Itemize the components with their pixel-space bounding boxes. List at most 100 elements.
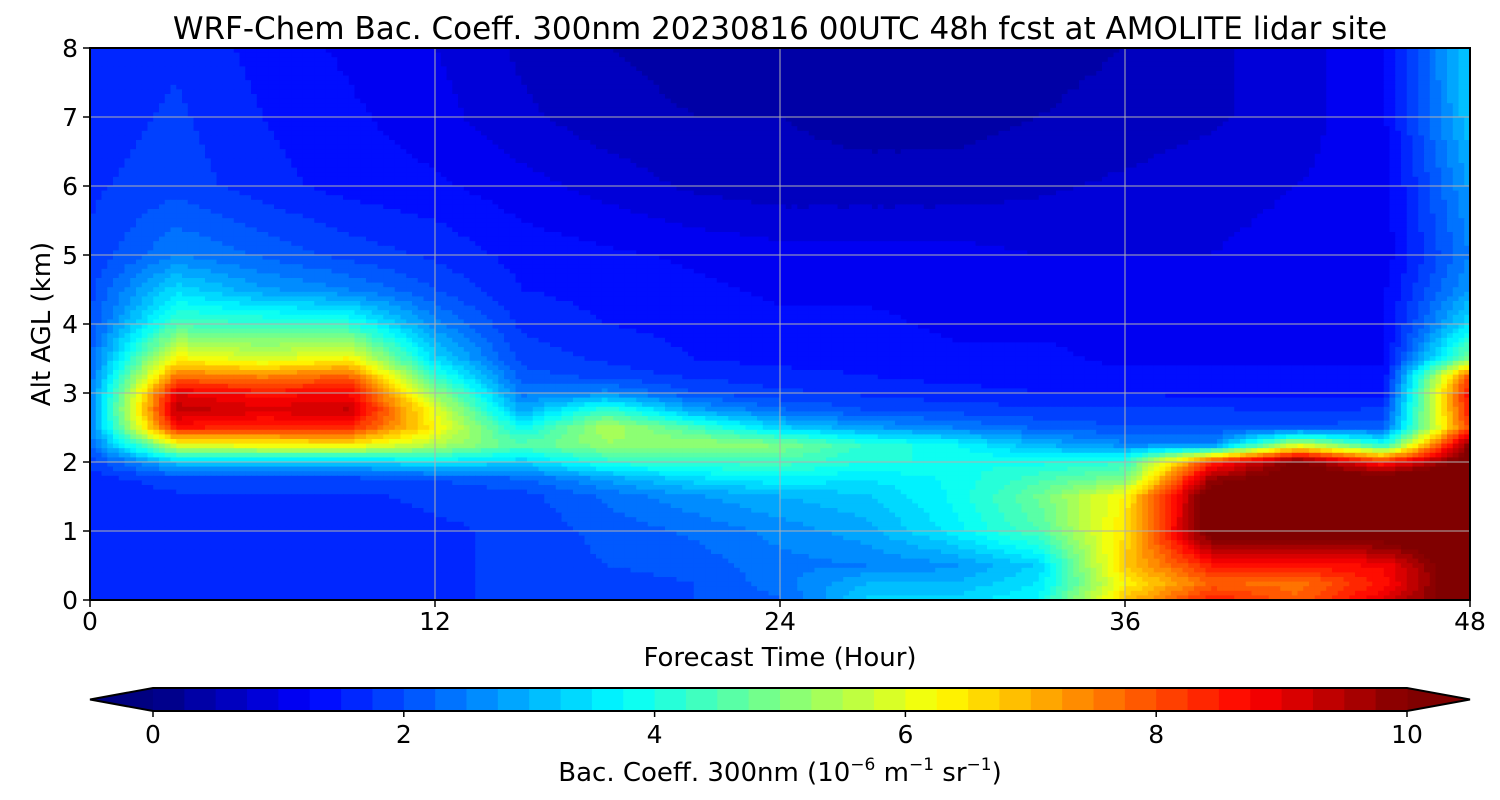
heatmap-cell (1441, 108, 1447, 113)
heatmap-cell (918, 94, 924, 99)
heatmap-cell (1240, 66, 1246, 71)
heatmap-cell (332, 57, 338, 62)
heatmap-cell (958, 99, 964, 104)
heatmap-cell (286, 62, 292, 67)
heatmap-cell (884, 94, 890, 99)
heatmap-cell (711, 94, 717, 99)
heatmap-cell (464, 71, 470, 76)
heatmap-cell (665, 53, 671, 58)
heatmap-cell (1223, 53, 1229, 58)
heatmap-cell (711, 85, 717, 90)
heatmap-cell (705, 76, 711, 81)
heatmap-cell (1303, 85, 1309, 90)
heatmap-cell (1085, 53, 1091, 58)
heatmap-cell (1326, 103, 1332, 108)
heatmap-cell (596, 71, 602, 76)
heatmap-cell (159, 99, 165, 104)
heatmap-cell (194, 85, 200, 90)
heatmap-cell (544, 103, 550, 108)
heatmap-cell (976, 126, 982, 131)
heatmap-cell (987, 140, 993, 145)
heatmap-cell (1217, 117, 1223, 122)
heatmap-cell (625, 103, 631, 108)
heatmap-cell (1292, 103, 1298, 108)
heatmap-cell (1326, 71, 1332, 76)
heatmap-cell (866, 140, 872, 145)
heatmap-cell (1401, 117, 1407, 122)
heatmap-cell (171, 131, 177, 136)
heatmap-cell (677, 94, 683, 99)
heatmap-cell (550, 108, 556, 113)
heatmap-cell (1338, 135, 1344, 140)
heatmap-cell (487, 53, 493, 58)
heatmap-cell (1367, 71, 1373, 76)
heatmap-cell (424, 117, 430, 122)
heatmap-cell (188, 80, 194, 85)
heatmap-cell (1292, 76, 1298, 81)
heatmap-cell (826, 131, 832, 136)
heatmap-cell (1378, 71, 1384, 76)
heatmap-cell (176, 89, 182, 94)
heatmap-cell (1315, 99, 1321, 104)
heatmap-cell (447, 108, 453, 113)
heatmap-cell (1050, 66, 1056, 71)
heatmap-cell (251, 99, 257, 104)
heatmap-cell (688, 117, 694, 122)
heatmap-cell (849, 76, 855, 81)
heatmap-cell (1378, 135, 1384, 140)
heatmap-cell (119, 66, 125, 71)
heatmap-cell (1332, 135, 1338, 140)
heatmap-cell (953, 131, 959, 136)
heatmap-cell (964, 76, 970, 81)
heatmap-cell (654, 108, 660, 113)
heatmap-cell (803, 66, 809, 71)
heatmap-cell (993, 99, 999, 104)
heatmap-cell (1102, 62, 1108, 67)
heatmap-cell (217, 117, 223, 122)
heatmap-cell (930, 122, 936, 127)
heatmap-cell (993, 122, 999, 127)
heatmap-cell (585, 108, 591, 113)
heatmap-cell (912, 99, 918, 104)
heatmap-cell (1045, 108, 1051, 113)
heatmap-cell (843, 135, 849, 140)
heatmap-cell (1045, 89, 1051, 94)
heatmap-cell (1096, 99, 1102, 104)
heatmap-cell (194, 135, 200, 140)
heatmap-cell (941, 126, 947, 131)
heatmap-cell (493, 94, 499, 99)
heatmap-cell (320, 108, 326, 113)
heatmap-cell (159, 108, 165, 113)
heatmap-cell (487, 85, 493, 90)
heatmap-cell (1384, 53, 1390, 58)
heatmap-cell (861, 62, 867, 67)
heatmap-cell (1401, 108, 1407, 113)
heatmap-cell (257, 122, 263, 127)
heatmap-cell (1240, 117, 1246, 122)
heatmap-cell (194, 62, 200, 67)
heatmap-cell (613, 122, 619, 127)
heatmap-cell (245, 53, 251, 58)
heatmap-cell (1413, 117, 1419, 122)
heatmap-cell (349, 76, 355, 81)
heatmap-cell (268, 53, 274, 58)
heatmap-cell (355, 80, 361, 85)
heatmap-cell (1298, 126, 1304, 131)
heatmap-cell (573, 108, 579, 113)
heatmap-cell (728, 89, 734, 94)
heatmap-cell (1418, 80, 1424, 85)
heatmap-cell (556, 62, 562, 67)
heatmap-cell (780, 53, 786, 58)
heatmap-cell (1252, 108, 1258, 113)
heatmap-cell (1280, 126, 1286, 131)
heatmap-cell (401, 140, 407, 145)
heatmap-cell (234, 66, 240, 71)
heatmap-cell (596, 140, 602, 145)
heatmap-cell (889, 53, 895, 58)
heatmap-cell (1102, 108, 1108, 113)
heatmap-cell (866, 71, 872, 76)
heatmap-cell (1171, 80, 1177, 85)
heatmap-cell (878, 117, 884, 122)
heatmap-cell (194, 66, 200, 71)
heatmap-cell (1229, 89, 1235, 94)
